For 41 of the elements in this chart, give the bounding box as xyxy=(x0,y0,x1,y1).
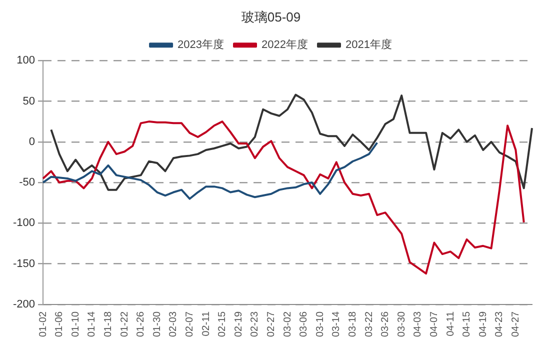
x-tick-label: 03-06 xyxy=(298,310,310,337)
x-tick-label: 04-23 xyxy=(494,310,506,337)
x-tick-label: 01-14 xyxy=(86,310,98,337)
x-tick-label: 04-27 xyxy=(510,310,522,337)
x-tick-label: 04-15 xyxy=(462,310,473,337)
x-tick-label: 04-11 xyxy=(445,310,456,336)
x-tick-label: 02-19 xyxy=(233,310,244,337)
x-tick-label: 04-19 xyxy=(478,310,489,337)
y-tick-label: 50 xyxy=(22,95,36,108)
x-tick-label: 01-10 xyxy=(70,310,82,337)
x-tick-label: 02-07 xyxy=(184,310,196,337)
x-tick-label: 01-18 xyxy=(102,310,114,337)
x-tick-label: 02-03 xyxy=(168,310,180,337)
y-tick-label: -100 xyxy=(12,217,36,230)
x-tick-label: 01-30 xyxy=(152,310,163,337)
x-tick-label: 03-30 xyxy=(396,310,408,337)
x-tick-label: 01-02 xyxy=(38,310,49,337)
x-tick-label: 03-14 xyxy=(331,310,342,337)
y-tick-label: -200 xyxy=(12,298,36,310)
x-tick-label: 02-23 xyxy=(250,310,261,337)
x-tick-label: 03-10 xyxy=(314,310,326,337)
y-tick-label: 0 xyxy=(28,136,36,148)
x-tick-label: 04-07 xyxy=(428,310,440,337)
x-tick-label: 03-02 xyxy=(282,310,294,337)
y-tick-label: 100 xyxy=(16,54,36,67)
x-tick-label: 01-06 xyxy=(54,310,66,337)
legend-label: 2022年度 xyxy=(262,38,308,52)
x-tick-label: 04-03 xyxy=(412,310,424,337)
x-tick-label: 03-22 xyxy=(364,310,375,337)
x-tick-label: 02-15 xyxy=(217,310,228,337)
x-tick-label: 03-18 xyxy=(347,310,358,337)
x-tick-label: 01-22 xyxy=(119,310,130,337)
y-tick-label: -50 xyxy=(19,176,36,189)
chart-title: 玻璃05-09 xyxy=(241,9,301,24)
x-tick-label: 02-27 xyxy=(266,310,277,337)
legend-label: 2021年度 xyxy=(345,38,392,52)
x-tick-label: 01-26 xyxy=(136,310,147,337)
x-tick-label: 03-26 xyxy=(380,310,392,337)
y-tick-label: -150 xyxy=(12,258,36,270)
legend-label: 2023年度 xyxy=(178,38,224,52)
x-tick-label: 02-11 xyxy=(200,310,212,336)
